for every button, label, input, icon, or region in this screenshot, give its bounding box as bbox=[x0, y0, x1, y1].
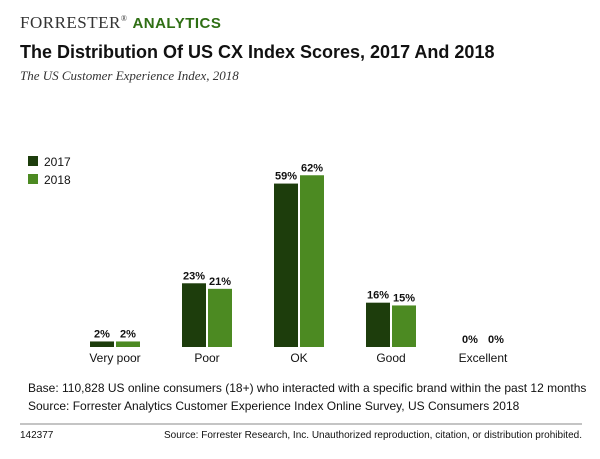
bar bbox=[300, 175, 324, 347]
value-label: 23% bbox=[183, 270, 205, 282]
value-label: 15% bbox=[393, 292, 415, 304]
x-tick-label: OK bbox=[290, 351, 307, 365]
bar bbox=[208, 288, 232, 347]
legend-label: 2017 bbox=[44, 155, 71, 169]
bar bbox=[116, 341, 140, 347]
value-label: 0% bbox=[462, 334, 478, 346]
legend-swatch bbox=[28, 156, 38, 166]
x-tick-label: Good bbox=[376, 351, 405, 365]
x-tick-label: Excellent bbox=[459, 351, 508, 365]
legend-swatch bbox=[28, 174, 38, 184]
value-label: 2% bbox=[120, 328, 136, 340]
footer-source: Source: Forrester Research, Inc. Unautho… bbox=[164, 430, 582, 441]
value-label: 0% bbox=[488, 334, 504, 346]
bar bbox=[90, 341, 114, 347]
brand: FORRESTER® ANALYTICS bbox=[20, 13, 221, 32]
legend-label: 2018 bbox=[44, 173, 71, 187]
bar bbox=[366, 302, 390, 347]
bar bbox=[274, 183, 298, 347]
note: Source: Forrester Analytics Customer Exp… bbox=[28, 399, 520, 413]
value-label: 59% bbox=[275, 171, 297, 183]
value-label: 21% bbox=[209, 276, 231, 288]
chart-title: The Distribution Of US CX Index Scores, … bbox=[20, 42, 494, 62]
bar bbox=[182, 283, 206, 347]
x-tick-label: Very poor bbox=[89, 351, 140, 365]
brand-name: FORRESTER bbox=[20, 13, 121, 32]
chart-subtitle: The US Customer Experience Index, 2018 bbox=[20, 68, 239, 83]
note: Base: 110,828 US online consumers (18+) … bbox=[28, 381, 586, 395]
value-label: 16% bbox=[367, 290, 389, 302]
value-label: 62% bbox=[301, 162, 323, 174]
footer-id: 142377 bbox=[20, 430, 54, 441]
brand-product: ANALYTICS bbox=[132, 15, 221, 32]
bar bbox=[392, 305, 416, 347]
value-label: 2% bbox=[94, 328, 110, 340]
brand-mark: ® bbox=[121, 14, 128, 23]
x-tick-label: Poor bbox=[194, 351, 219, 365]
